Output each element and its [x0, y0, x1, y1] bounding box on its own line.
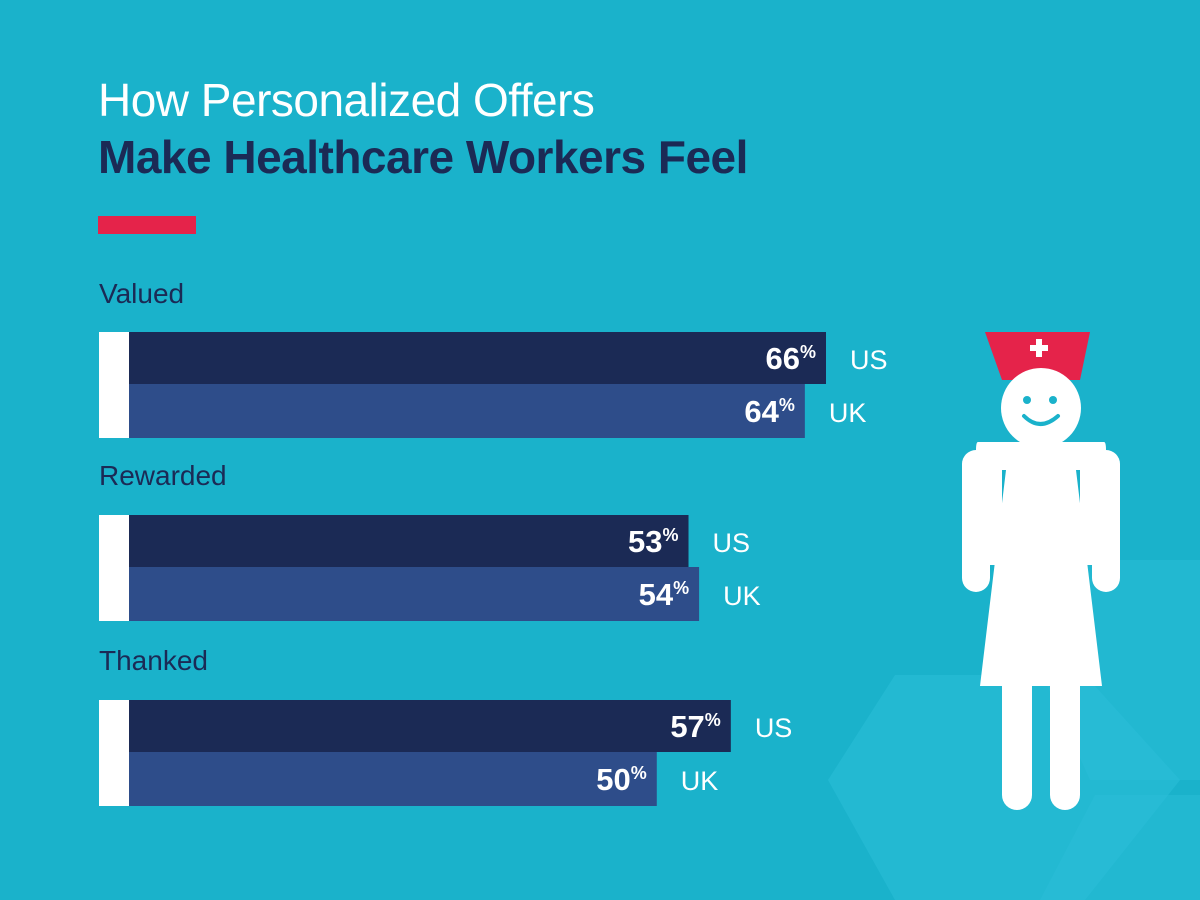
chart-title: How Personalized Offers Make Healthcare … [98, 72, 748, 186]
nurse-eye-left [1023, 396, 1031, 404]
nurse-arm-left [962, 450, 990, 592]
bar-stub-valued-uk [99, 384, 129, 438]
accent-underline [98, 216, 196, 234]
bar-rewarded-uk [128, 567, 700, 621]
bar-rewarded-us [128, 515, 689, 567]
value-label-rewarded-uk: 54% [639, 577, 690, 612]
value-label-thanked-us: 57% [670, 709, 721, 744]
series-label-valued-us: US [850, 345, 888, 375]
series-label-valued-uk: UK [829, 398, 867, 428]
title-line-1: How Personalized Offers [98, 74, 595, 126]
category-label-thanked: Thanked [99, 645, 208, 676]
value-label-valued-us: 66% [766, 341, 817, 376]
nurse-eye-right [1049, 396, 1057, 404]
series-label-rewarded-us: US [713, 528, 751, 558]
nurse-arm-right [1092, 450, 1120, 592]
nurse-torso [976, 442, 1106, 686]
value-label-rewarded-us: 53% [628, 524, 679, 559]
series-label-thanked-us: US [755, 713, 793, 743]
nurse-smile [1022, 414, 1060, 426]
category-label-rewarded: Rewarded [99, 460, 227, 491]
value-label-valued-uk: 64% [744, 394, 795, 429]
bar-valued-uk [128, 384, 805, 438]
bar-thanked-uk [128, 752, 657, 806]
bar-stub-thanked-us [99, 700, 129, 752]
nurse-icon [962, 332, 1120, 810]
value-label-thanked-uk: 50% [596, 762, 647, 797]
category-label-valued: Valued [99, 278, 184, 309]
hexagon-shape [1040, 795, 1200, 900]
nurse-leg-left [1002, 670, 1032, 810]
bar-valued-us [128, 332, 826, 384]
bar-stub-valued-us [99, 332, 129, 384]
nurse-leg-right [1050, 670, 1080, 810]
bar-stub-rewarded-us [99, 515, 129, 567]
series-label-rewarded-uk: UK [723, 581, 761, 611]
series-label-thanked-uk: UK [681, 766, 719, 796]
nurse-head [1001, 368, 1081, 448]
bar-stub-rewarded-uk [99, 567, 129, 621]
plus-icon-vertical [1036, 339, 1042, 357]
bar-stub-thanked-uk [99, 752, 129, 806]
title-line-2: Make Healthcare Workers Feel [98, 131, 748, 183]
bar-thanked-us [128, 700, 731, 752]
